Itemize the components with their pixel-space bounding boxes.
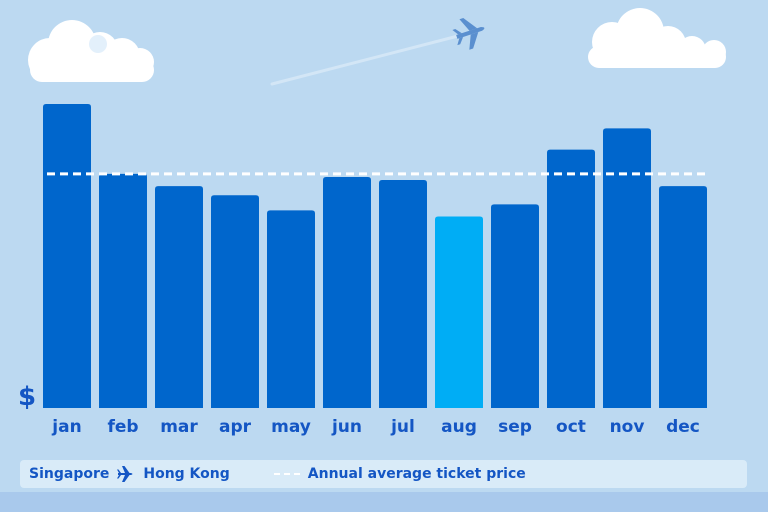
tick-label-jan: jan bbox=[51, 417, 81, 437]
average-label: Annual average ticket price bbox=[307, 466, 526, 482]
bar-aug bbox=[435, 216, 483, 408]
bar-jun bbox=[323, 176, 371, 408]
bar-may bbox=[267, 210, 315, 408]
airplane-icon bbox=[452, 18, 485, 50]
bar-oct bbox=[547, 149, 595, 408]
airplane-icon bbox=[117, 466, 133, 482]
tick-label-sep: sep bbox=[498, 417, 532, 437]
tick-label-apr: apr bbox=[219, 417, 252, 437]
tick-label-may: may bbox=[271, 417, 311, 437]
cloud-left bbox=[28, 20, 154, 82]
legend: Singapore Hong Kong Annual average ticke… bbox=[20, 460, 747, 488]
tick-label-dec: dec bbox=[666, 417, 700, 437]
tick-label-aug: aug bbox=[441, 417, 477, 437]
bar-dec bbox=[659, 186, 707, 408]
bar-jul bbox=[379, 180, 427, 408]
cloud-right bbox=[588, 8, 726, 68]
bar-feb bbox=[99, 173, 147, 408]
legend-average: Annual average ticket price bbox=[273, 466, 526, 482]
tick-label-feb: feb bbox=[107, 417, 138, 437]
ground-strip bbox=[0, 492, 768, 512]
origin-label: Singapore bbox=[29, 466, 110, 482]
tick-label-nov: nov bbox=[610, 417, 645, 437]
bar-sep bbox=[491, 204, 539, 408]
bar-mar bbox=[155, 186, 203, 408]
contrail bbox=[270, 34, 460, 86]
legend-route: Singapore Hong Kong bbox=[29, 466, 230, 482]
bar-nov bbox=[603, 128, 651, 408]
dashed-line-sample bbox=[273, 473, 300, 475]
bar-apr bbox=[211, 195, 259, 408]
tick-label-oct: oct bbox=[556, 417, 586, 437]
bar-jan bbox=[43, 104, 91, 408]
tick-label-jun: jun bbox=[331, 417, 362, 437]
currency-label: $ bbox=[18, 382, 36, 412]
tick-label-mar: mar bbox=[160, 417, 198, 437]
destination-label: Hong Kong bbox=[143, 466, 230, 482]
tick-label-jul: jul bbox=[390, 417, 415, 437]
